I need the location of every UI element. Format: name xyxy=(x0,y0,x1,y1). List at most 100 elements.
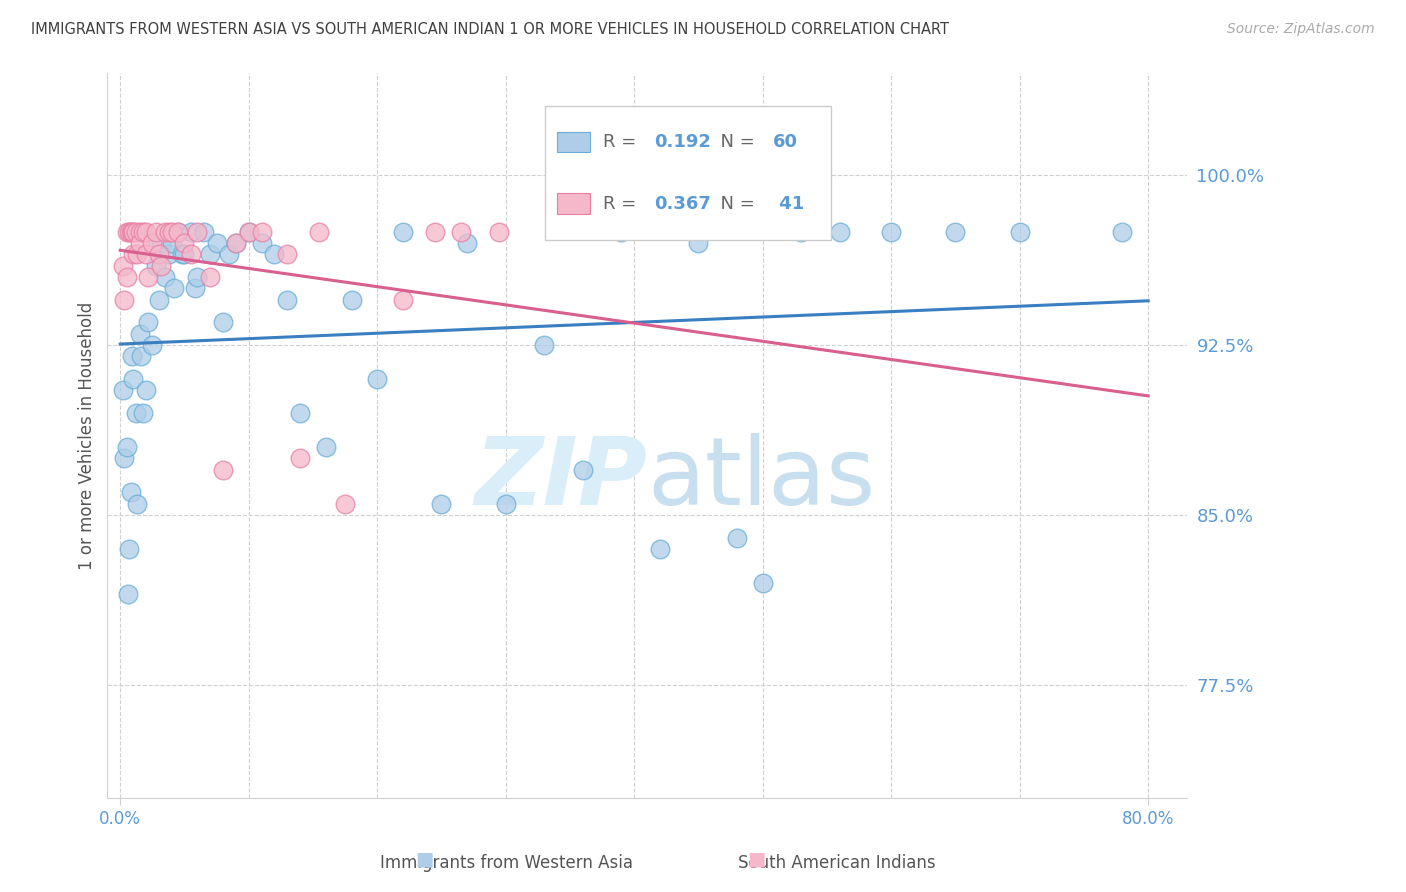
Point xyxy=(212,462,235,476)
Point xyxy=(111,259,134,273)
Point xyxy=(111,383,134,397)
Text: ■: ■ xyxy=(747,850,766,869)
Y-axis label: 1 or more Vehicles in Household: 1 or more Vehicles in Household xyxy=(79,301,96,570)
Point xyxy=(288,451,311,466)
Point xyxy=(366,372,388,386)
Point xyxy=(180,247,202,261)
Text: atlas: atlas xyxy=(647,434,876,525)
Text: ■: ■ xyxy=(415,850,434,869)
Point xyxy=(167,225,190,239)
Point xyxy=(340,293,363,307)
Point xyxy=(828,225,851,239)
Text: South American Indians: South American Indians xyxy=(738,855,935,872)
Point xyxy=(456,235,478,250)
Text: 60: 60 xyxy=(773,133,799,151)
Point xyxy=(193,225,215,239)
Point xyxy=(120,485,142,500)
Point xyxy=(150,235,173,250)
Point xyxy=(276,247,298,261)
Point xyxy=(392,293,415,307)
Text: IMMIGRANTS FROM WESTERN ASIA VS SOUTH AMERICAN INDIAN 1 OR MORE VEHICLES IN HOUS: IMMIGRANTS FROM WESTERN ASIA VS SOUTH AM… xyxy=(31,22,949,37)
Point xyxy=(1008,225,1031,239)
Point xyxy=(138,315,160,329)
Text: ZIP: ZIP xyxy=(474,434,647,525)
Point xyxy=(308,225,330,239)
Point xyxy=(121,349,143,363)
Point xyxy=(115,225,138,239)
Point xyxy=(117,587,139,601)
Point xyxy=(225,235,247,250)
Point xyxy=(725,531,748,545)
Point xyxy=(148,293,170,307)
Point xyxy=(218,247,240,261)
Point xyxy=(333,497,356,511)
Point xyxy=(186,225,208,239)
Point xyxy=(153,269,176,284)
Point xyxy=(167,225,190,239)
Point xyxy=(132,225,155,239)
Point xyxy=(238,225,260,239)
Point xyxy=(125,497,148,511)
Point xyxy=(145,225,167,239)
Point xyxy=(128,326,150,341)
Point xyxy=(288,406,311,420)
Point xyxy=(112,451,135,466)
Text: 0.367: 0.367 xyxy=(655,194,711,212)
Point xyxy=(163,281,186,295)
FancyBboxPatch shape xyxy=(557,132,591,152)
Point xyxy=(122,247,145,261)
Point xyxy=(157,247,180,261)
Point xyxy=(488,225,510,239)
Point xyxy=(212,315,235,329)
Point xyxy=(880,225,903,239)
Point xyxy=(572,462,595,476)
Point xyxy=(135,247,157,261)
Point xyxy=(124,225,146,239)
Point xyxy=(423,225,446,239)
Point xyxy=(145,259,167,273)
Point xyxy=(610,225,633,239)
Point xyxy=(132,406,155,420)
Text: Immigrants from Western Asia: Immigrants from Western Asia xyxy=(380,855,633,872)
Point xyxy=(125,247,148,261)
Text: N =: N = xyxy=(709,133,761,151)
Point xyxy=(141,235,163,250)
Point xyxy=(751,575,773,590)
Point xyxy=(225,235,247,250)
Text: 0.192: 0.192 xyxy=(655,133,711,151)
Point xyxy=(945,225,967,239)
Point xyxy=(118,541,141,556)
Text: 41: 41 xyxy=(773,194,804,212)
Point xyxy=(450,225,472,239)
Text: N =: N = xyxy=(709,194,761,212)
FancyBboxPatch shape xyxy=(544,105,831,240)
Point xyxy=(1111,225,1133,239)
Point xyxy=(198,247,221,261)
Point xyxy=(173,247,195,261)
Point xyxy=(495,497,517,511)
Point xyxy=(198,269,221,284)
Text: R =: R = xyxy=(603,194,641,212)
Point xyxy=(115,440,138,454)
Point xyxy=(121,225,143,239)
Point xyxy=(170,247,193,261)
Point xyxy=(688,235,710,250)
Point xyxy=(238,225,260,239)
Point xyxy=(263,247,285,261)
Point xyxy=(153,225,176,239)
Point xyxy=(129,349,152,363)
Point xyxy=(160,225,183,239)
Point xyxy=(135,225,157,239)
Point xyxy=(173,235,195,250)
Point xyxy=(120,225,142,239)
Text: Source: ZipAtlas.com: Source: ZipAtlas.com xyxy=(1227,22,1375,37)
Point xyxy=(115,269,138,284)
Point xyxy=(315,440,337,454)
Point xyxy=(648,541,671,556)
Point xyxy=(128,225,150,239)
Point xyxy=(112,293,135,307)
Point xyxy=(157,225,180,239)
FancyBboxPatch shape xyxy=(557,194,591,214)
Point xyxy=(135,383,157,397)
Point xyxy=(128,235,150,250)
